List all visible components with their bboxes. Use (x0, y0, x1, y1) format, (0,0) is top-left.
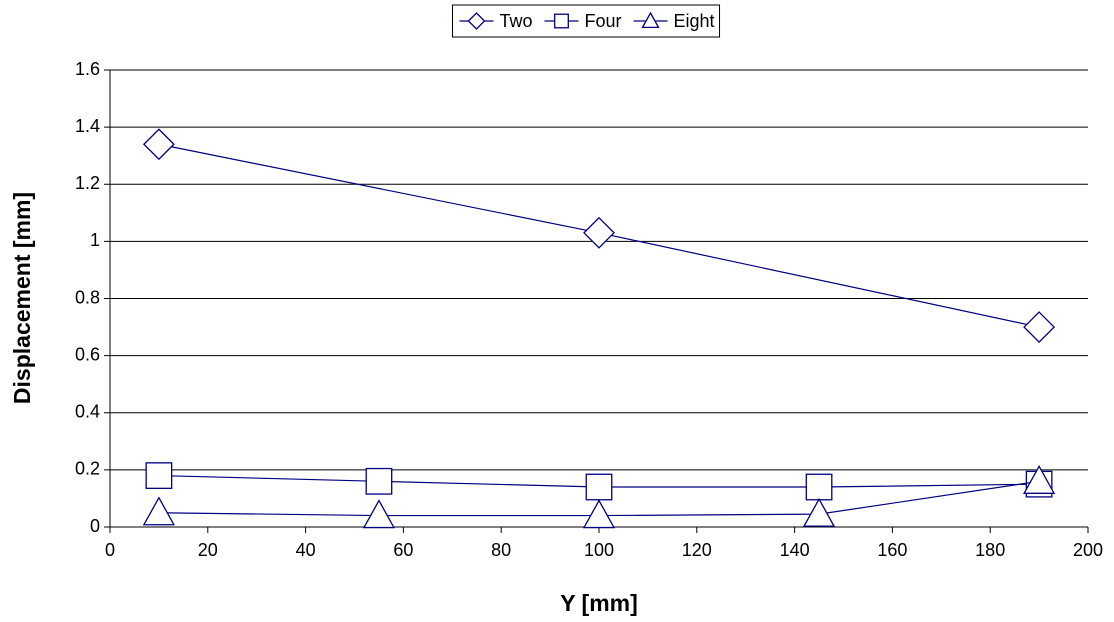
x-tick-label: 200 (1073, 540, 1103, 560)
y-tick-label: 0.6 (75, 344, 100, 364)
x-tick-label: 160 (877, 540, 907, 560)
y-tick-label: 0.2 (75, 459, 100, 479)
y-tick-label: 0 (90, 516, 100, 536)
marker (1024, 312, 1054, 342)
y-tick-label: 1.2 (75, 173, 100, 193)
x-tick-label: 80 (491, 540, 511, 560)
x-tick-label: 40 (296, 540, 316, 560)
marker (586, 474, 612, 500)
legend-marker (555, 14, 569, 28)
x-tick-label: 100 (584, 540, 614, 560)
x-tick-label: 140 (780, 540, 810, 560)
legend-marker (643, 13, 659, 27)
x-tick-label: 0 (105, 540, 115, 560)
legend: Two Four Eight (452, 5, 719, 37)
marker (144, 498, 174, 525)
marker (146, 463, 172, 489)
page: Y [mm] Displacement [mm] 0 0.2 0.4 0.6 0.8 1 1… (0, 0, 1114, 622)
chart: Y [mm] Displacement [mm] 0 0.2 0.4 0.6 0.8 1 1… (0, 0, 1114, 622)
x-tick-label: 120 (682, 540, 712, 560)
y-tick-label: 1.6 (75, 59, 100, 79)
y-axis-title: Displacement [mm] (9, 192, 35, 404)
marker (366, 469, 392, 495)
marker (584, 501, 614, 528)
y-tick-label: 0.8 (75, 287, 100, 307)
legend-label: Two (499, 11, 532, 31)
y-tick-label: 0.4 (75, 402, 100, 422)
marker (806, 474, 832, 500)
legend-marker (468, 13, 484, 29)
marker (144, 129, 174, 159)
x-tick-label: 20 (198, 540, 218, 560)
y-tick-label: 1 (90, 230, 100, 250)
legend-label: Four (584, 11, 621, 31)
x-axis-title: Y [mm] (560, 590, 638, 616)
legend-label: Eight (674, 11, 715, 31)
marker (584, 218, 614, 248)
x-tick-label: 180 (975, 540, 1005, 560)
y-tick-label: 1.4 (75, 116, 100, 136)
x-tick-label: 60 (393, 540, 413, 560)
marker (364, 501, 394, 528)
